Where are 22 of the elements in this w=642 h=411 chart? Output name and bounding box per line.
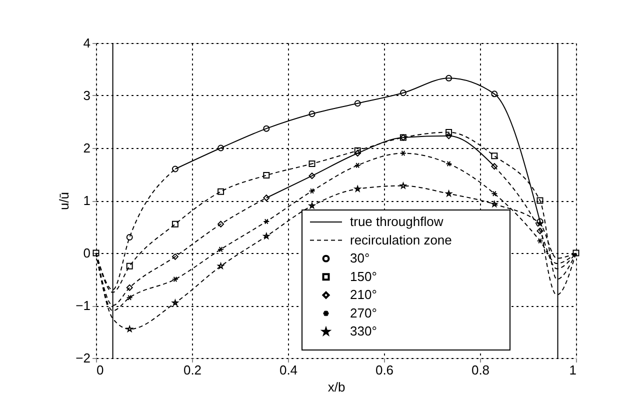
x-axis-title: x/b [328,380,346,394]
x-tick-label: 1 [569,362,576,378]
x-tick-label: 0.2 [183,362,202,378]
legend-label: 330° [350,324,377,339]
y-axis-title: u/ū [56,192,72,210]
y-tick-label: 0 [83,246,90,260]
legend-label: true throughflow [350,214,444,229]
y-tick-label: 4 [83,36,90,50]
y-tick-label: 3 [83,88,90,103]
x-tick-label: 0.6 [375,362,394,378]
y-tick-label: 2 [83,140,90,156]
y-tick-label: −2 [76,350,90,366]
x-tick-label: 0.8 [471,362,490,378]
legend-label: recirculation zone [350,232,452,248]
x-tick-label: 0 [96,362,104,378]
legend-label: 30° [350,250,370,266]
y-tick-label: 1 [83,193,90,208]
legend-label: 150° [350,268,377,284]
x-tick-label: 0.4 [279,362,298,378]
legend-label: 270° [350,305,377,320]
y-tick-label: −1 [76,298,90,313]
legend-label: 210° [350,287,377,302]
